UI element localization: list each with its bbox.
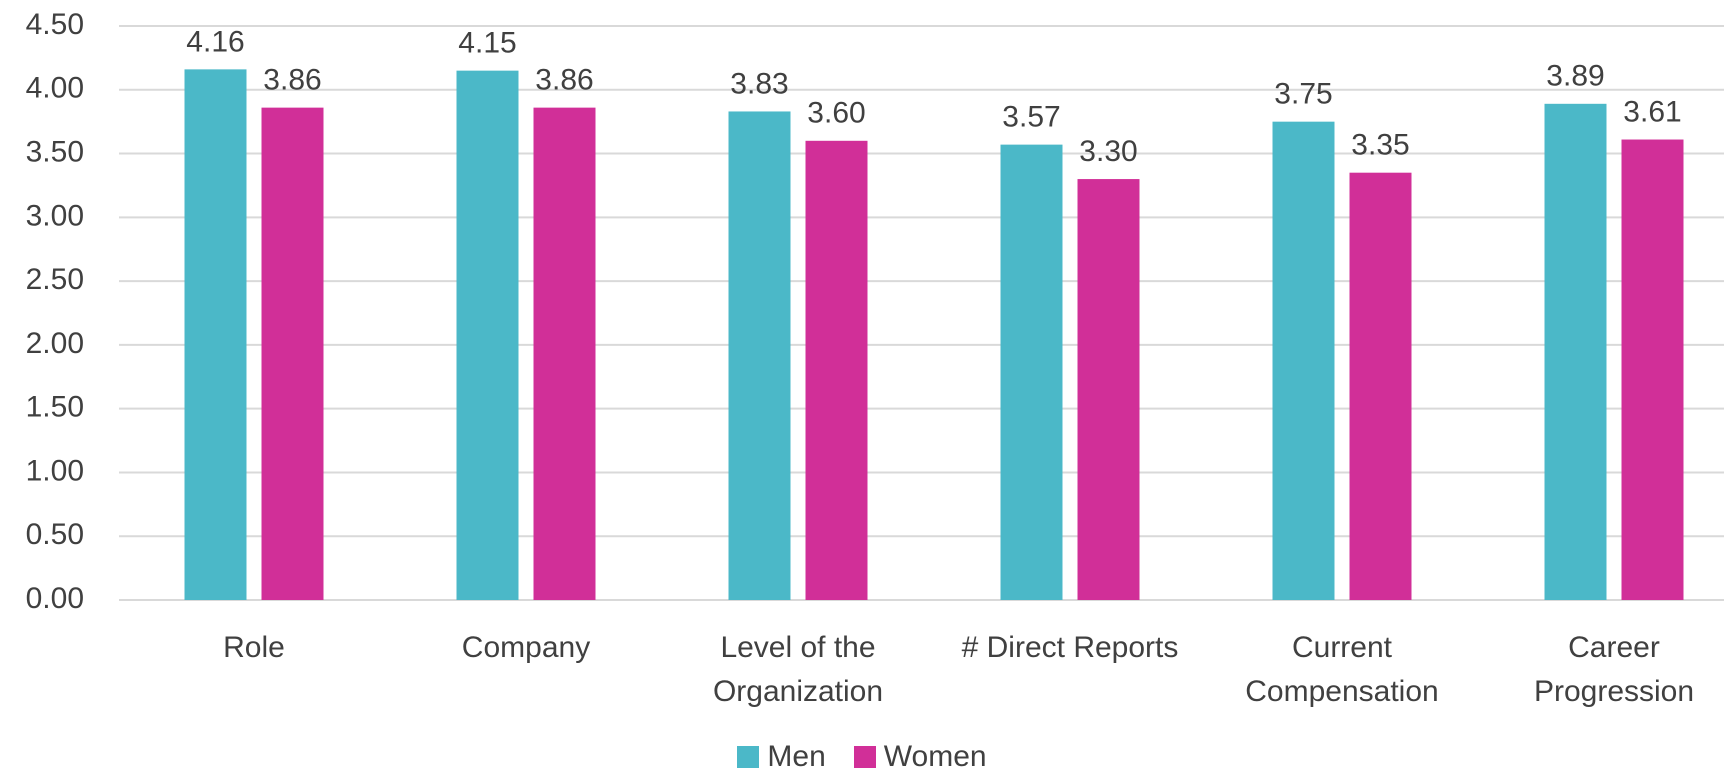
y-tick-label: 0.00 — [26, 582, 84, 615]
y-tick-label: 2.00 — [26, 327, 84, 360]
y-tick-label: 1.00 — [26, 454, 84, 487]
bar — [1621, 139, 1684, 600]
y-tick-label: 2.50 — [26, 263, 84, 296]
data-label: 3.30 — [1079, 135, 1137, 168]
y-tick-label: 1.50 — [26, 391, 84, 424]
legend-label: Women — [883, 740, 987, 773]
bar — [533, 107, 596, 600]
bar — [728, 111, 791, 600]
data-label: 4.16 — [186, 25, 244, 58]
data-label: 3.60 — [807, 97, 865, 130]
data-label: 3.75 — [1274, 78, 1332, 111]
bar — [1077, 179, 1140, 601]
data-label: 3.61 — [1623, 95, 1681, 128]
data-label: 3.89 — [1546, 60, 1604, 93]
data-label: 3.83 — [730, 67, 788, 100]
data-label: 3.57 — [1002, 101, 1060, 134]
bar — [184, 69, 247, 600]
x-tick-label: # Direct Reports — [961, 631, 1179, 664]
data-label: 4.15 — [458, 27, 516, 60]
bar — [805, 140, 868, 601]
x-tick-label: Career Progression — [1533, 631, 1695, 708]
data-label: 3.35 — [1351, 129, 1409, 162]
bar — [1349, 172, 1412, 600]
bar — [456, 70, 519, 600]
y-tick-label: 3.00 — [26, 199, 84, 232]
data-label: 3.86 — [535, 64, 593, 97]
bar — [1544, 103, 1607, 600]
x-tick-label: Current Compensation — [1245, 631, 1439, 708]
legend-swatch — [853, 746, 876, 768]
legend-item: Men — [737, 740, 826, 774]
legend: Men Women — [0, 740, 1724, 774]
bar — [1000, 144, 1063, 601]
y-tick-label: 4.50 — [26, 8, 84, 41]
bar — [1272, 121, 1335, 601]
y-tick-label: 0.50 — [26, 518, 84, 551]
plot: 0.00 0.50 1.00 1.50 2.00 2.50 3.00 3.50 4.00 4.50… — [26, 8, 1724, 615]
x-tick-label: Level of the Organization — [712, 631, 884, 708]
data-label: 3.86 — [263, 64, 321, 97]
legend-swatch — [737, 746, 760, 768]
legend-item: Women — [853, 740, 987, 774]
y-tick-label: 4.00 — [26, 72, 84, 105]
x-tick-label: Company — [461, 631, 591, 664]
bar — [261, 107, 324, 600]
x-tick-label: Role — [223, 631, 285, 664]
legend-label: Men — [767, 740, 826, 773]
y-tick-label: 3.50 — [26, 135, 84, 168]
